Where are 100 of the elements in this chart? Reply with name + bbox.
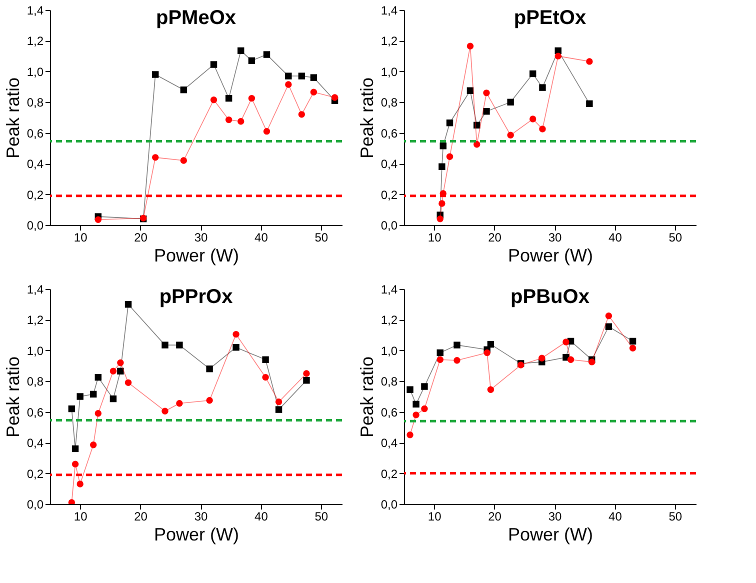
point [162,342,168,348]
y-tick-label: 0,2 [380,188,398,202]
point [562,338,570,346]
point [507,132,514,139]
chart-title: pPBuOx [510,286,590,308]
y-tick-label: 1,0 [26,344,44,358]
y-axis-title: Peak ratio [2,356,23,438]
point [180,86,188,94]
point [110,368,117,375]
x-tick-label: 30 [194,230,208,244]
y-tick-label: 0,0 [380,498,398,512]
y-tick-label: 0,2 [26,466,44,481]
point [605,323,612,330]
x-tick-label: 50 [668,510,682,524]
point [225,94,232,102]
x-axis-title: Power (W) [154,524,239,544]
x-tick-label: 10 [428,230,442,244]
x-tick-label: 20 [134,230,148,244]
x-tick-label: 30 [194,510,208,524]
chart-title: pPMeOx [156,7,236,29]
point [76,480,84,488]
x-tick-label: 20 [488,510,502,524]
point [124,301,132,308]
point [206,366,213,372]
point [331,94,338,101]
point [210,61,218,68]
point [303,370,310,377]
point [406,432,414,438]
y-tick-label: 0,6 [26,405,44,420]
point [629,338,636,345]
y-tick-label: 1,2 [26,34,44,48]
y-tick-label: 0,4 [380,157,398,172]
y-tick-label: 1,0 [380,344,398,358]
y-tick-label: 1,2 [380,313,398,328]
x-tick-label: 50 [314,230,328,244]
point [117,359,124,366]
point [629,344,636,352]
y-axis-title: Peak ratio [2,77,23,159]
x-tick-label: 10 [74,230,88,244]
point [275,398,282,406]
y-tick-label: 0,8 [26,96,44,110]
point [473,141,480,148]
point [263,128,270,135]
point [421,383,428,390]
point [466,87,474,94]
x-axis-title: Power (W) [508,246,593,266]
point [72,460,79,468]
y-tick-label: 1,4 [26,282,44,296]
y-tick-label: 1,2 [26,313,44,328]
point [454,357,460,364]
point [466,42,474,50]
y-tick-label: 0,0 [380,218,398,232]
point [238,47,244,54]
x-tick-label: 10 [74,510,88,524]
point [483,90,490,96]
point [484,349,490,356]
point [539,84,546,91]
point [436,216,444,222]
point [94,374,102,381]
y-tick-label: 0,8 [380,96,398,110]
point [438,200,446,207]
point [72,445,79,452]
point [176,400,183,407]
x-tick-label: 40 [254,510,268,524]
x-tick-label: 50 [668,230,682,244]
point [262,356,269,363]
x-tick-label: 40 [608,230,622,244]
x-tick-label: 40 [254,230,268,244]
point [76,393,84,400]
y-tick-label: 0,6 [26,126,44,140]
point [412,412,420,418]
point [162,408,168,414]
point [310,88,318,96]
point [94,410,102,417]
point [176,342,183,348]
y-tick-label: 0,4 [26,436,44,450]
y-axis-title: Peak ratio [356,356,377,438]
y-tick-label: 1,4 [380,282,398,296]
point [152,154,159,161]
point [446,153,454,160]
y-tick-label: 1,0 [26,64,44,79]
x-tick-label: 10 [428,510,442,524]
y-tick-label: 1,4 [380,4,398,18]
point [238,118,244,125]
point [554,52,562,60]
point [483,108,490,115]
chart-title: pPPrOx [159,286,233,308]
point [232,344,240,351]
y-tick-label: 0,8 [26,374,44,389]
point [529,70,536,78]
point [421,405,428,412]
point [90,390,97,398]
y-tick-label: 1,0 [380,64,398,79]
y-tick-label: 0,8 [380,374,398,389]
point [90,442,97,448]
point [406,386,414,393]
y-tick-label: 1,4 [26,4,44,18]
point [436,356,444,363]
point [454,342,460,348]
y-tick-label: 0,4 [26,157,44,172]
